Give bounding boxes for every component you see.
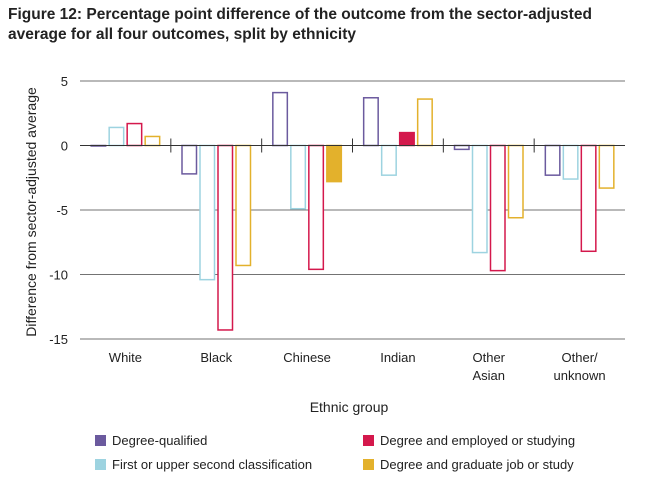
- bar: [471, 144, 488, 254]
- category-label: unknown: [554, 368, 606, 383]
- legend-item: Degree-qualified: [95, 433, 207, 448]
- chart-title: Figure 12: Percentage point difference o…: [8, 6, 592, 43]
- bar: [272, 91, 289, 147]
- bars: [90, 91, 615, 331]
- category-label: Black: [200, 350, 232, 365]
- bar: [144, 135, 161, 147]
- legend-item: First or upper second classification: [95, 457, 312, 472]
- y-tick-label: -5: [56, 203, 68, 218]
- y-tick-label: -15: [49, 332, 68, 347]
- category-labels: White Black Chinese Indian Other Asian Other/u…: [109, 350, 606, 383]
- category-label: Other: [472, 350, 505, 365]
- category-label: Other/: [562, 350, 599, 365]
- bar: [398, 131, 415, 147]
- bar: [126, 122, 143, 147]
- bar: [308, 144, 325, 271]
- bar: [380, 144, 397, 176]
- bar: [235, 144, 252, 267]
- legend-swatch: [363, 435, 374, 446]
- gridlines: [80, 80, 625, 340]
- bar: [108, 126, 125, 147]
- bar: [544, 144, 561, 176]
- y-tick-label: -10: [49, 268, 68, 283]
- legend-swatch: [95, 459, 106, 470]
- bar: [598, 144, 615, 189]
- bar: [580, 144, 597, 253]
- category-label: Chinese: [283, 350, 331, 365]
- legend-label: Degree and employed or studying: [380, 433, 576, 448]
- legend-label: Degree-qualified: [112, 433, 208, 448]
- legend-label: First or upper second classification: [112, 457, 313, 472]
- bar: [326, 144, 343, 183]
- zero-axis: [80, 138, 625, 153]
- bar: [453, 144, 470, 151]
- bar: [507, 144, 524, 219]
- legend-item: Degree and graduate job or study: [363, 457, 574, 472]
- bar: [217, 144, 234, 331]
- bar: [290, 144, 307, 210]
- legend-label: Degree and graduate job or study: [380, 457, 574, 472]
- bar: [416, 98, 433, 147]
- bar: [362, 97, 379, 147]
- legend-swatch: [363, 459, 374, 470]
- y-axis-title: Difference from sector-adjusted average: [23, 87, 39, 337]
- x-axis-title: Ethnic group: [310, 399, 389, 415]
- y-tick-label: 0: [61, 139, 68, 154]
- bar: [489, 144, 506, 272]
- category-label: Indian: [380, 350, 415, 365]
- bar: [562, 144, 579, 180]
- legend-item: Degree and employed or studying: [363, 433, 575, 448]
- y-tick-labels: 5 0 -5 -10 -15: [49, 74, 68, 347]
- category-label: Asian: [472, 368, 505, 383]
- bar: [199, 144, 216, 281]
- category-label: White: [109, 350, 142, 365]
- bar: [181, 144, 198, 175]
- y-tick-label: 5: [61, 74, 68, 89]
- legend-swatch: [95, 435, 106, 446]
